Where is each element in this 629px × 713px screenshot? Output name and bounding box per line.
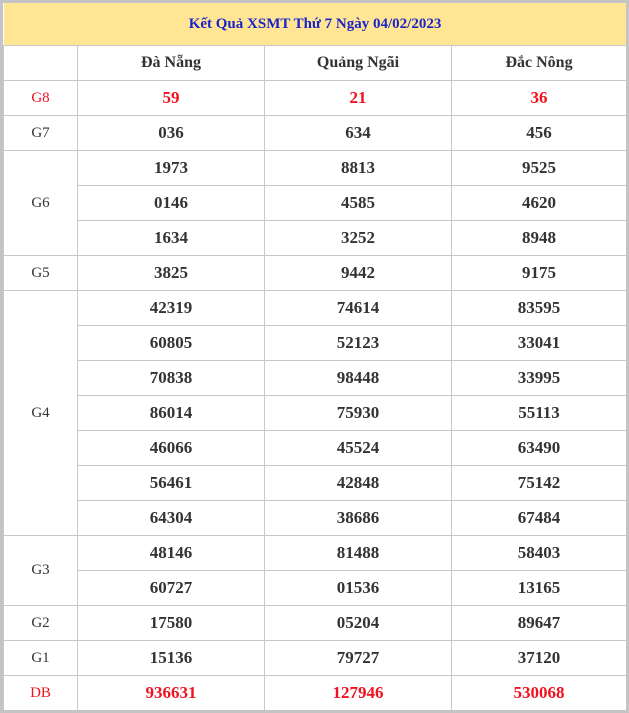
result-number: 63490 [450, 430, 626, 466]
table-row: 0146 4585 4620 [4, 185, 626, 221]
table-row: 70838 98448 33995 [4, 360, 626, 396]
table-row: G1 15136 79727 37120 [3, 640, 626, 676]
result-number: 42848 [264, 465, 452, 501]
result-number: 3252 [264, 220, 452, 256]
prize-label: G7 [3, 115, 78, 151]
table-row: G4 42319 74614 83595 [3, 290, 626, 536]
result-number: 37120 [450, 640, 626, 676]
result-number: 0146 [77, 185, 265, 221]
result-number: 75142 [450, 465, 626, 501]
result-number: 1973 [77, 150, 265, 186]
result-number: 530068 [450, 675, 626, 710]
table-row: 46066 45524 63490 [4, 430, 626, 466]
prize-label: DB [3, 675, 78, 710]
result-number: 42319 [77, 290, 265, 326]
table-row: 56461 42848 75142 [4, 465, 626, 501]
table-row: G3 48146 81488 58403 [3, 535, 626, 606]
result-number: 8948 [450, 220, 626, 256]
result-number: 936631 [77, 675, 265, 710]
result-number: 9525 [450, 150, 626, 186]
result-number: 74614 [264, 290, 452, 326]
table-row: 86014 75930 55113 [4, 395, 626, 431]
result-number: 55113 [450, 395, 626, 431]
result-number: 634 [264, 115, 452, 151]
result-number: 60805 [77, 325, 265, 361]
prize-label: G8 [3, 80, 78, 116]
column-header-quang-ngai: Quảng Ngãi [264, 45, 452, 81]
page-title: Kết Quả XSMT Thứ 7 Ngày 04/02/2023 [3, 3, 626, 46]
result-number: 59 [77, 80, 265, 116]
table-row: 64304 38686 67484 [4, 500, 626, 536]
table-row: G2 17580 05204 89647 [3, 605, 626, 641]
result-number: 13165 [450, 570, 626, 606]
table-row: 60727 01536 13165 [4, 570, 626, 606]
result-number: 456 [450, 115, 626, 151]
results-table: Kết Quả XSMT Thứ 7 Ngày 04/02/2023 Đà Nẵ… [3, 3, 626, 710]
column-header-dac-nong: Đắc Nông [450, 45, 626, 81]
prize-label: G5 [3, 255, 78, 291]
result-number: 4585 [264, 185, 452, 221]
result-number: 33995 [450, 360, 626, 396]
table-row: DB 936631 127946 530068 [3, 675, 626, 710]
result-number: 9442 [264, 255, 452, 291]
table-row: G5 3825 9442 9175 [3, 255, 626, 291]
result-number: 036 [77, 115, 265, 151]
result-number: 15136 [77, 640, 265, 676]
result-number: 21 [264, 80, 452, 116]
result-number: 36 [450, 80, 626, 116]
result-number: 83595 [450, 290, 626, 326]
result-number: 38686 [264, 500, 452, 536]
table-row: G6 1973 8813 9525 [3, 150, 626, 256]
result-number: 127946 [264, 675, 452, 710]
table-row: G8 59 21 36 [3, 80, 626, 116]
result-number: 89647 [450, 605, 626, 641]
result-number: 17580 [77, 605, 265, 641]
prize-label: G4 [3, 290, 78, 536]
result-number: 56461 [77, 465, 265, 501]
prize-label: G1 [3, 640, 78, 676]
result-number: 1634 [77, 220, 265, 256]
result-number: 05204 [264, 605, 452, 641]
result-number: 01536 [264, 570, 452, 606]
result-number: 9175 [450, 255, 626, 291]
prize-label: G3 [3, 535, 78, 606]
result-number: 48146 [77, 535, 265, 571]
result-number: 46066 [77, 430, 265, 466]
result-number: 45524 [264, 430, 452, 466]
result-number: 60727 [77, 570, 265, 606]
prize-label: G6 [3, 150, 78, 256]
result-number: 75930 [264, 395, 452, 431]
result-number: 58403 [450, 535, 626, 571]
result-number: 4620 [450, 185, 626, 221]
result-number: 52123 [264, 325, 452, 361]
column-header-da-nang: Đà Nẵng [77, 45, 265, 81]
header-blank [3, 45, 78, 81]
result-number: 86014 [77, 395, 265, 431]
table-row: 60805 52123 33041 [4, 325, 626, 361]
prize-label: G2 [3, 605, 78, 641]
result-number: 79727 [264, 640, 452, 676]
table-row: 1634 3252 8948 [4, 220, 626, 256]
result-number: 81488 [264, 535, 452, 571]
result-number: 98448 [264, 360, 452, 396]
header-row: Đà Nẵng Quảng Ngãi Đắc Nông [3, 45, 626, 81]
result-number: 3825 [77, 255, 265, 291]
result-number: 70838 [77, 360, 265, 396]
result-number: 67484 [450, 500, 626, 536]
result-number: 8813 [264, 150, 452, 186]
table-row: G7 036 634 456 [3, 115, 626, 151]
result-number: 33041 [450, 325, 626, 361]
result-number: 64304 [77, 500, 265, 536]
